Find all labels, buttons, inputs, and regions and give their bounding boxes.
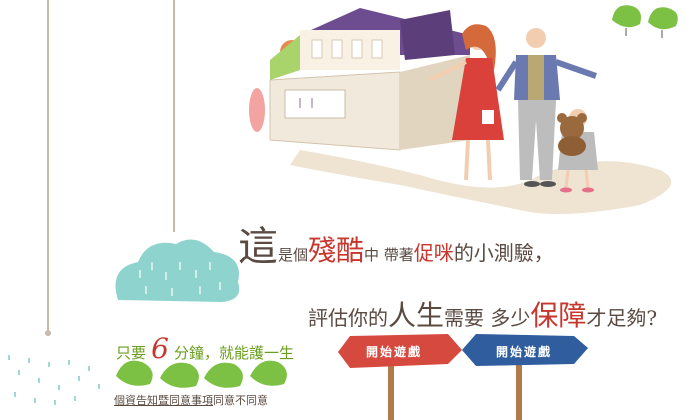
woman-figure <box>429 24 504 181</box>
girl-with-bear <box>557 109 598 193</box>
man-figure <box>495 28 597 187</box>
headline-text: 評估你的 <box>308 306 388 330</box>
bird-icon-row <box>116 360 287 388</box>
winding-path <box>290 150 672 214</box>
rain-dots <box>8 355 100 405</box>
agree-option[interactable]: 同意 <box>213 394 235 407</box>
headline-big: 人生 <box>388 299 445 332</box>
consent-row: 個資告知暨同意事項同意不同意 <box>114 392 268 408</box>
headline-highlight: 促咪 <box>413 241 454 265</box>
headline-line-2: 評估你的人生需要 多少保障才足夠? <box>308 294 657 334</box>
time-promise: 只要 6 分鐘，就能護一生 <box>116 332 294 365</box>
start-game-button-red[interactable]: 開始遊戲 <box>366 345 423 359</box>
time-prefix: 只要 <box>116 344 147 362</box>
headline-highlight: 保障 <box>530 299 587 332</box>
start-sign-red <box>338 334 462 368</box>
house-illustration <box>269 8 470 151</box>
start-game-button-blue[interactable]: 開始遊戲 <box>496 345 553 359</box>
headline-text: 的小測驗， <box>453 241 554 265</box>
headline-text: 是個 <box>278 246 309 264</box>
privacy-link[interactable]: 個資告知暨同意事項 <box>114 394 213 407</box>
sign-post-left <box>388 355 394 420</box>
headline-big-char: 這 <box>238 224 278 270</box>
pink-tree <box>249 88 265 132</box>
time-suffix: 分鐘，就能護一生 <box>174 344 295 362</box>
headline-line-1: 這是個殘酷中 帶著促咪的小測驗， <box>238 214 554 272</box>
start-sign-blue <box>462 334 588 366</box>
disagree-option[interactable]: 不同意 <box>235 394 268 407</box>
headline-text: 中 帶著 <box>364 246 414 264</box>
cloud-icon <box>115 239 240 302</box>
headline-highlight: 殘酷 <box>308 234 365 267</box>
sign-post-right <box>516 360 522 420</box>
headline-text: 才足夠? <box>586 306 658 330</box>
bird-icon-pair <box>612 5 678 38</box>
time-number: 6 <box>151 332 169 365</box>
headline-text: 需要 多少 <box>444 306 531 330</box>
